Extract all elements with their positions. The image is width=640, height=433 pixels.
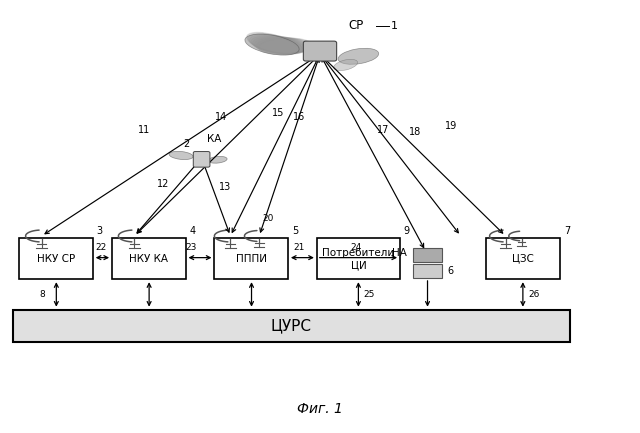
Text: 16: 16 — [293, 112, 306, 122]
Text: 11: 11 — [138, 125, 150, 135]
Text: 20: 20 — [262, 214, 274, 223]
Ellipse shape — [255, 37, 308, 54]
Ellipse shape — [333, 59, 358, 71]
Text: 4: 4 — [189, 226, 196, 236]
Text: 1: 1 — [390, 21, 397, 31]
Text: 6: 6 — [447, 266, 454, 276]
Text: 9: 9 — [404, 226, 410, 236]
Text: 13: 13 — [219, 182, 232, 192]
Ellipse shape — [253, 36, 307, 54]
Text: 19: 19 — [445, 120, 458, 131]
FancyBboxPatch shape — [214, 238, 288, 279]
FancyBboxPatch shape — [486, 238, 560, 279]
Text: 24: 24 — [351, 243, 362, 252]
FancyBboxPatch shape — [413, 264, 442, 278]
Ellipse shape — [169, 152, 193, 159]
Text: ПППИ: ПППИ — [236, 254, 267, 264]
FancyBboxPatch shape — [19, 238, 93, 279]
Text: 18: 18 — [408, 127, 421, 137]
Text: 23: 23 — [185, 243, 196, 252]
Ellipse shape — [208, 156, 227, 163]
Text: 22: 22 — [95, 243, 107, 252]
FancyBboxPatch shape — [317, 238, 400, 279]
Ellipse shape — [248, 34, 300, 54]
Ellipse shape — [250, 35, 302, 54]
Ellipse shape — [257, 38, 310, 54]
Text: 26: 26 — [528, 290, 540, 299]
FancyBboxPatch shape — [112, 238, 186, 279]
Text: 17: 17 — [376, 125, 389, 135]
Ellipse shape — [251, 36, 305, 54]
Text: ЦУРС: ЦУРС — [271, 318, 312, 333]
Ellipse shape — [245, 34, 299, 55]
FancyBboxPatch shape — [193, 152, 210, 167]
Text: СР: СР — [349, 19, 364, 32]
Text: Потребители
ЦИ: Потребители ЦИ — [323, 248, 394, 270]
FancyBboxPatch shape — [13, 310, 570, 342]
FancyBboxPatch shape — [413, 248, 442, 262]
Text: НА: НА — [392, 248, 406, 258]
FancyBboxPatch shape — [303, 41, 337, 61]
Text: 15: 15 — [272, 107, 285, 118]
Text: 14: 14 — [214, 112, 227, 122]
Ellipse shape — [259, 38, 312, 55]
Text: НКУ КА: НКУ КА — [129, 254, 168, 264]
Text: 21: 21 — [294, 243, 305, 252]
Ellipse shape — [338, 48, 379, 64]
Text: КА: КА — [207, 133, 221, 144]
Text: 8: 8 — [39, 290, 45, 299]
Text: 2: 2 — [184, 139, 190, 149]
Text: 5: 5 — [292, 226, 298, 236]
Text: 3: 3 — [97, 226, 103, 236]
Ellipse shape — [247, 32, 297, 54]
Text: 12: 12 — [157, 179, 170, 189]
Text: НКУ СР: НКУ СР — [37, 254, 75, 264]
Text: ЦЗС: ЦЗС — [512, 254, 534, 264]
Text: Фиг. 1: Фиг. 1 — [297, 402, 343, 416]
Text: 7: 7 — [564, 226, 570, 236]
Text: 25: 25 — [364, 290, 375, 299]
